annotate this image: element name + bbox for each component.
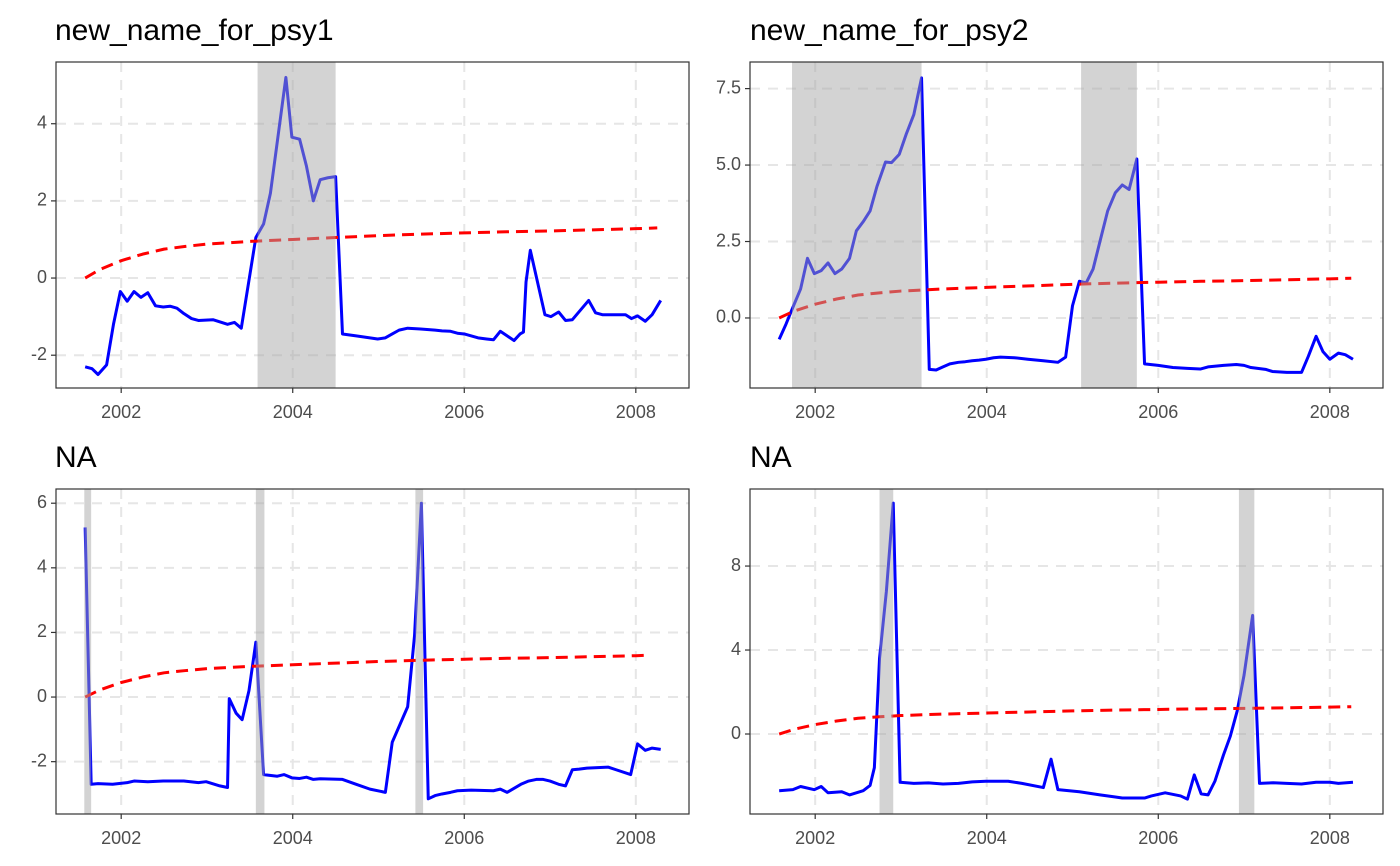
series-line bbox=[777, 76, 1354, 374]
panel-title: new_name_for_psy1 bbox=[55, 14, 334, 47]
panel: new_name_for_psy2 2002 2004 2006 2008 0.0 2.5 5… bbox=[716, 14, 1384, 422]
panel-border bbox=[55, 488, 690, 815]
panel: NA 2002 2004 2006 2008 0 4 8 bbox=[731, 441, 1384, 848]
x-tick-label: 2008 bbox=[616, 828, 656, 848]
panel-title: NA bbox=[750, 441, 792, 474]
x-tick-label: 2006 bbox=[1138, 828, 1178, 848]
x-tick-label: 2006 bbox=[444, 828, 484, 848]
x-tick-label: 2008 bbox=[1310, 828, 1350, 848]
shaded-period bbox=[879, 489, 894, 814]
series-line bbox=[778, 276, 1352, 320]
y-tick-label: 2 bbox=[37, 190, 47, 210]
y-tick-label: 6 bbox=[37, 492, 47, 512]
shaded-period bbox=[257, 62, 336, 388]
shaded-period bbox=[84, 489, 92, 814]
x-tick-label: 2004 bbox=[273, 828, 313, 848]
y-tick-label: 0 bbox=[731, 723, 741, 743]
y-tick-label: 4 bbox=[37, 112, 47, 132]
series-line bbox=[83, 501, 661, 801]
shaded-period bbox=[255, 489, 265, 814]
x-tick-label: 2006 bbox=[1138, 402, 1178, 422]
y-tick-label: 7.5 bbox=[716, 77, 741, 97]
series-line bbox=[779, 501, 1354, 801]
y-tick-label: -2 bbox=[31, 344, 47, 364]
shaded-period bbox=[1081, 62, 1137, 388]
shaded-period bbox=[792, 62, 922, 388]
y-tick-label: 2.5 bbox=[716, 230, 741, 250]
y-tick-label: 0 bbox=[37, 686, 47, 706]
x-tick-label: 2004 bbox=[967, 828, 1007, 848]
y-tick-label: 0 bbox=[37, 267, 47, 287]
panel-border bbox=[749, 488, 1384, 815]
y-tick-label: 0.0 bbox=[716, 307, 741, 327]
y-tick-label: 5.0 bbox=[716, 154, 741, 174]
x-tick-label: 2002 bbox=[101, 828, 141, 848]
shaded-period bbox=[415, 489, 424, 814]
panel-title: NA bbox=[55, 441, 97, 474]
x-tick-label: 2008 bbox=[1310, 402, 1350, 422]
x-tick-label: 2006 bbox=[444, 402, 484, 422]
y-tick-label: 4 bbox=[731, 639, 741, 659]
x-tick-label: 2004 bbox=[967, 402, 1007, 422]
y-tick-label: 4 bbox=[37, 557, 47, 577]
y-tick-label: -2 bbox=[31, 750, 47, 770]
shaded-period bbox=[1238, 489, 1255, 814]
panel-border bbox=[749, 61, 1384, 389]
panel: NA 2002 2004 2006 2008 -2 0 2 4 6 bbox=[31, 441, 690, 848]
series-line bbox=[84, 653, 645, 699]
x-tick-label: 2002 bbox=[795, 402, 835, 422]
x-tick-label: 2002 bbox=[101, 402, 141, 422]
y-tick-label: 8 bbox=[731, 555, 741, 575]
x-tick-label: 2002 bbox=[795, 828, 835, 848]
y-tick-label: 2 bbox=[37, 621, 47, 641]
panel-title: new_name_for_psy2 bbox=[750, 14, 1029, 47]
panel: new_name_for_psy1 2002 2004 2006 2008 -2 0 2 4 bbox=[31, 14, 690, 422]
x-tick-label: 2008 bbox=[616, 402, 656, 422]
x-tick-label: 2004 bbox=[273, 402, 313, 422]
panel-border bbox=[55, 61, 690, 389]
series-line bbox=[84, 226, 658, 280]
series-line bbox=[778, 705, 1352, 736]
series-line bbox=[84, 75, 662, 376]
